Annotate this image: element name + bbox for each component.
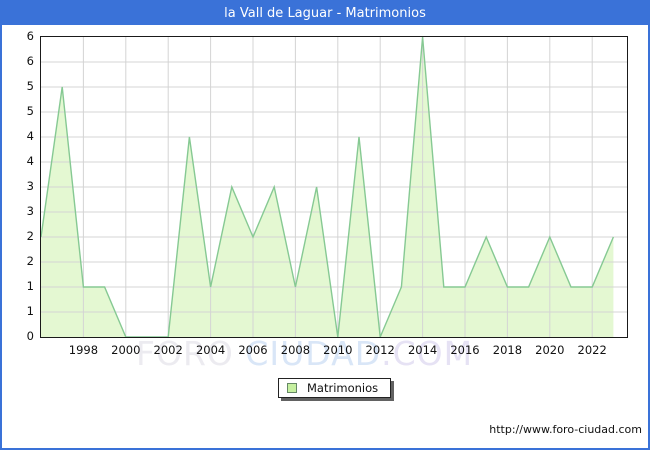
watermark-ciudad: CIUDAD (245, 334, 382, 373)
x-tick-label: 2010 (323, 343, 353, 357)
x-tick-label: 2006 (238, 343, 268, 357)
x-tick-label: 2012 (365, 343, 395, 357)
legend-label: Matrimonios (307, 381, 379, 395)
footer-url: http://www.foro-ciudad.com (489, 423, 642, 436)
x-tick-label: 2002 (153, 343, 183, 357)
x-tick-label: 2022 (577, 343, 607, 357)
x-tick-label: 2016 (450, 343, 480, 357)
y-tick-label: 3 (26, 179, 34, 193)
watermark: FORO CIUDAD.COM (136, 334, 473, 373)
area-chart-svg (41, 37, 627, 337)
x-tick-label: 2000 (111, 343, 141, 357)
watermark-com: .COM (381, 334, 474, 373)
y-tick-label: 1 (26, 304, 34, 318)
y-tick-label: 2 (26, 254, 34, 268)
x-tick-label: 1998 (68, 343, 99, 357)
x-tick-label: 2004 (195, 343, 226, 357)
x-tick-label: 2014 (407, 343, 438, 357)
chart-title: la Vall de Laguar - Matrimonios (2, 2, 648, 25)
legend-swatch (287, 383, 297, 393)
x-tick-label: 2020 (535, 343, 565, 357)
y-tick-label: 6 (26, 54, 34, 68)
legend: Matrimonios (278, 378, 392, 398)
y-tick-label: 4 (26, 154, 34, 168)
area-line (41, 37, 615, 337)
y-tick-label: 1 (26, 279, 34, 293)
y-tick-label: 5 (26, 79, 34, 93)
y-tick-label: 4 (26, 129, 34, 143)
y-tick-label: 6 (26, 29, 34, 43)
y-tick-label: 2 (26, 229, 34, 243)
watermark-foro: FORO (136, 334, 234, 373)
plot-area (40, 36, 628, 338)
y-tick-label: 3 (26, 204, 34, 218)
y-tick-label: 5 (26, 104, 34, 118)
x-tick-label: 2008 (280, 343, 311, 357)
x-tick-label: 2018 (492, 343, 523, 357)
y-tick-label: 0 (26, 329, 34, 343)
